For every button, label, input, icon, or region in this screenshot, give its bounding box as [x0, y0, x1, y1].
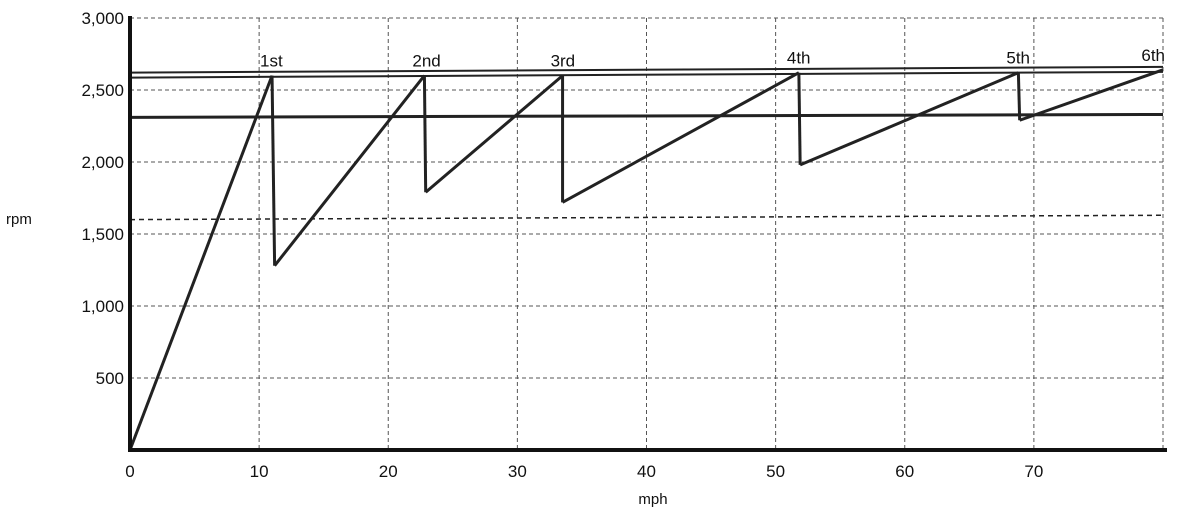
x-axis-title: mph	[638, 491, 667, 508]
x-tick-label-7: 70	[1024, 462, 1043, 481]
reference-lines	[129, 65, 1164, 221]
y-axis-title: rpm	[6, 211, 32, 228]
x-tick-label-3: 30	[508, 462, 527, 481]
series-0-segment-0	[128, 75, 274, 451]
series-0-segment-1	[270, 75, 277, 266]
y-tick-label-4: 2,500	[81, 81, 124, 100]
series-0-segment-8	[799, 71, 1019, 167]
y-tick-label-2: 1,500	[81, 225, 124, 244]
x-tick-label-1: 10	[250, 462, 269, 481]
gear-label-4th: 4th	[787, 49, 811, 68]
reference-line-0-lower	[129, 70, 1164, 79]
x-tick-label-6: 60	[895, 462, 914, 481]
grid	[130, 17, 1164, 450]
x-tick-label-5: 50	[766, 462, 785, 481]
series	[128, 68, 1164, 451]
y-tick-label-5: 3,000	[81, 9, 124, 28]
x-tick-label-0: 0	[125, 462, 134, 481]
series-0-segment-6	[561, 71, 800, 204]
y-tick-label-0: 500	[96, 369, 124, 388]
gear-labels: 1st 2nd 3rd 4th 5th 6th	[260, 46, 1165, 71]
x-tick-label-4: 40	[637, 462, 656, 481]
series-0-segment-10	[1019, 68, 1164, 122]
series-0-segment-4	[424, 74, 564, 194]
gear-label-3rd: 3rd	[551, 52, 576, 71]
reference-line-2	[129, 214, 1164, 221]
x-tick-label-2: 20	[379, 462, 398, 481]
series-0-segment-9	[1016, 72, 1022, 121]
series-0-segment-2	[273, 74, 426, 267]
y-tick-label-3: 2,000	[81, 153, 124, 172]
y-tick-label-1: 1,000	[81, 297, 124, 316]
series-0-segment-3	[422, 75, 428, 193]
gear-label-5th: 5th	[1006, 49, 1030, 68]
gear-label-1st: 1st	[260, 52, 283, 71]
tick-labels: 500 1,000 1,500 2,000 2,500 3,000 0 10 20 30 40 50 6…	[81, 9, 1043, 481]
series-0-segment-7	[797, 72, 802, 165]
gear-label-2nd: 2nd	[412, 52, 440, 71]
reference-line-0-upper	[129, 65, 1164, 74]
reference-line-1	[129, 112, 1164, 119]
axes	[128, 16, 1167, 452]
gear-label-6th: 6th	[1141, 46, 1165, 65]
